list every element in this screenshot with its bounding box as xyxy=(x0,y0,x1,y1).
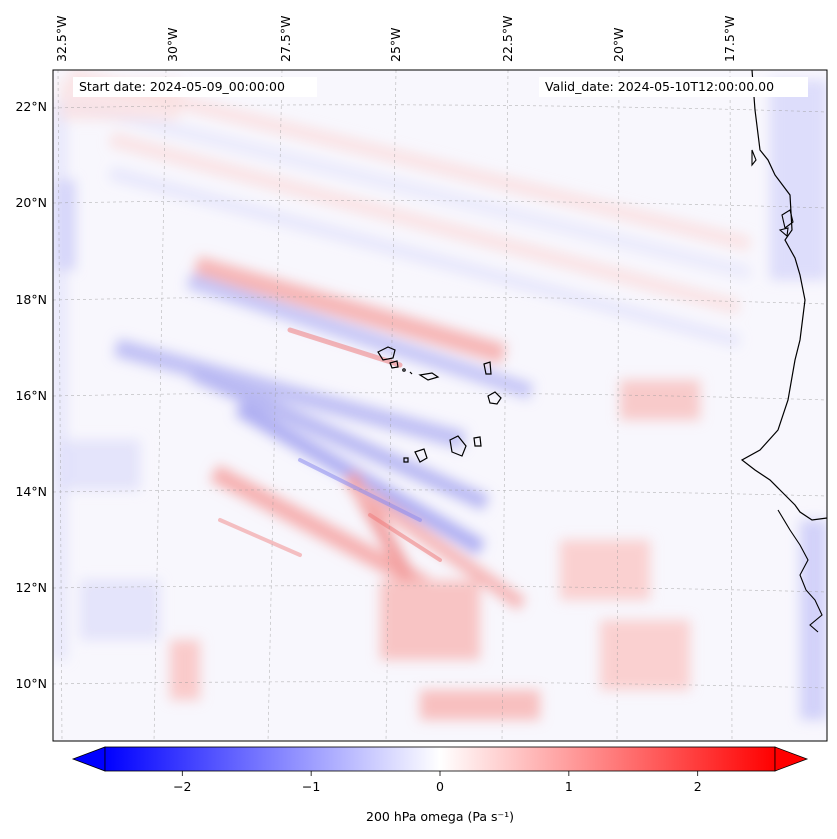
colorbar-body xyxy=(104,746,776,772)
valid-date-annotation: Valid_date: 2024-05-10T12:00:00.00 xyxy=(539,77,808,97)
omega-streak xyxy=(368,513,442,562)
colorbar-ticks: −2 −1 0 1 2 xyxy=(173,771,702,794)
omega-streak xyxy=(287,327,403,368)
lat-label: 14°N xyxy=(15,484,47,499)
lat-label: 18°N xyxy=(15,292,47,307)
lon-label: 32.5°W xyxy=(54,16,69,62)
cape-verde-islands xyxy=(377,346,502,463)
colorbar-label: 200 hPa omega (Pa s⁻¹) xyxy=(366,809,514,824)
omega-band xyxy=(170,640,200,700)
valid-date-text: Valid_date: 2024-05-10T12:00:00.00 xyxy=(545,79,774,94)
africa-coastline xyxy=(751,149,794,238)
longitude-labels: 32.5°W 30°W 27.5°W 25°W 22.5°W 20°W 17.5… xyxy=(54,16,737,62)
colorbar-tick-label: 1 xyxy=(565,779,573,794)
omega-band xyxy=(80,580,160,640)
omega-band xyxy=(68,97,751,279)
lon-label: 25°W xyxy=(388,27,403,62)
omega-streak xyxy=(218,518,302,557)
map-frame xyxy=(52,69,828,742)
omega-band xyxy=(53,100,67,660)
omega-band xyxy=(186,272,534,400)
lon-label: 27.5°W xyxy=(278,16,293,62)
omega-band xyxy=(234,401,486,555)
start-date-annotation: Start date: 2024-05-09_00:00:00 xyxy=(73,77,317,97)
omega-band xyxy=(770,80,827,280)
omega-band xyxy=(420,690,540,720)
map-panel: Start date: 2024-05-09_00:00:00 Valid_da… xyxy=(52,69,828,742)
omega-band xyxy=(193,256,507,364)
lat-label: 12°N xyxy=(15,580,47,595)
lon-label: 30°W xyxy=(165,27,180,62)
omega-band xyxy=(800,520,827,720)
omega-band xyxy=(190,365,490,511)
lat-label: 16°N xyxy=(15,388,47,403)
colorbar-extend-max xyxy=(774,746,809,772)
omega-band xyxy=(380,580,480,660)
start-date-text: Start date: 2024-05-09_00:00:00 xyxy=(79,79,285,94)
omega-band xyxy=(600,620,690,690)
colorbar-tick-label: 2 xyxy=(694,779,702,794)
omega-band xyxy=(60,440,140,490)
lon-label: 17.5°W xyxy=(722,16,737,62)
lat-label: 20°N xyxy=(15,195,47,210)
colorbar-tick-label: 0 xyxy=(436,779,444,794)
colorbar: −2 −1 0 1 2 200 hPa omega (Pa s⁻¹) xyxy=(71,746,809,824)
omega-band xyxy=(113,338,467,450)
omega-band xyxy=(109,132,741,315)
omega-band xyxy=(354,483,526,611)
africa-coastline xyxy=(777,509,823,633)
omega-field xyxy=(53,70,827,720)
lon-label: 20°W xyxy=(611,27,626,62)
lat-label: 22°N xyxy=(15,99,47,114)
omega-band xyxy=(68,70,751,251)
graticule xyxy=(52,69,828,742)
africa-coastline xyxy=(740,69,828,521)
colorbar-tick-label: −2 xyxy=(173,779,191,794)
colorbar-tick-label: −1 xyxy=(302,779,320,794)
omega-band xyxy=(209,464,431,594)
omega-band xyxy=(620,380,700,420)
omega-band xyxy=(109,167,741,348)
lon-label: 22.5°W xyxy=(500,16,515,62)
omega-band xyxy=(560,540,650,600)
colorbar-extend-min xyxy=(71,746,106,772)
lat-label: 10°N xyxy=(15,676,47,691)
latitude-labels: 22°N 20°N 18°N 16°N 14°N 12°N 10°N xyxy=(15,99,47,691)
